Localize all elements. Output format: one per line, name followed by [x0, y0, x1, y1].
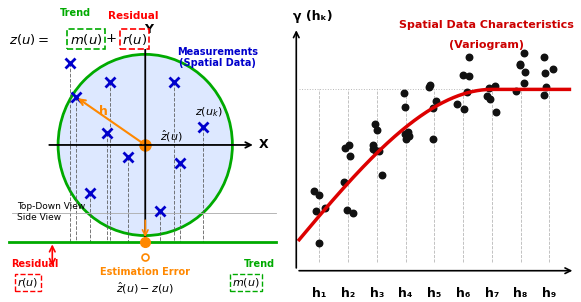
Point [372, 128, 382, 133]
Text: $z(u) = $: $z(u) = $ [9, 32, 49, 47]
Point [369, 143, 378, 147]
Point [464, 54, 474, 59]
Text: Residual: Residual [12, 259, 59, 269]
Point [464, 74, 474, 79]
Text: $\hat{z}(u)$: $\hat{z}(u)$ [160, 129, 182, 144]
Point [426, 82, 435, 87]
Point [371, 148, 380, 153]
Point [402, 137, 411, 142]
Text: $\hat{z}(u) - z(u)$: $\hat{z}(u) - z(u)$ [116, 281, 174, 297]
Text: $r(u)$: $r(u)$ [122, 32, 147, 47]
Text: Trend: Trend [60, 8, 91, 18]
Point [460, 107, 469, 111]
Point [519, 81, 529, 85]
Text: X: X [259, 138, 268, 152]
Point [490, 83, 500, 88]
Point [349, 211, 358, 216]
Circle shape [58, 54, 232, 236]
Point [539, 55, 548, 59]
Point [371, 121, 380, 126]
Text: Residual: Residual [109, 11, 159, 21]
Point [374, 149, 383, 153]
Point [485, 85, 494, 90]
Point [463, 89, 472, 94]
Text: Trend: Trend [244, 259, 275, 269]
Point [425, 85, 434, 90]
Point [548, 66, 558, 71]
Point [459, 73, 468, 78]
Text: h₃: h₃ [370, 287, 384, 300]
Point [311, 209, 321, 214]
Text: h₈: h₈ [514, 287, 528, 300]
Point [521, 69, 530, 74]
Point [483, 94, 492, 99]
Point [400, 104, 410, 109]
Text: Estimation Error: Estimation Error [101, 267, 190, 277]
Point [340, 180, 349, 185]
Point [314, 192, 323, 197]
Point [368, 147, 378, 152]
Text: h₁: h₁ [312, 287, 327, 300]
Text: Y: Y [144, 23, 153, 36]
Point [515, 62, 525, 67]
Point [515, 62, 525, 67]
Point [403, 130, 412, 135]
Point [520, 50, 529, 55]
Point [512, 88, 521, 93]
Text: Side View: Side View [17, 214, 62, 223]
Point [345, 143, 354, 148]
Point [539, 93, 548, 98]
Text: h₂: h₂ [341, 287, 355, 300]
Point [400, 131, 410, 136]
Point [321, 206, 330, 211]
Point [429, 106, 438, 111]
Point [404, 134, 414, 139]
Point [453, 101, 462, 106]
Point [315, 240, 324, 245]
Point [342, 208, 351, 213]
Text: h₄: h₄ [399, 287, 413, 300]
Text: h₉: h₉ [542, 287, 557, 300]
Text: $m(u)$: $m(u)$ [232, 276, 260, 289]
Point [542, 84, 551, 89]
Text: h₅: h₅ [427, 287, 442, 300]
Text: $m(u)$: $m(u)$ [70, 32, 102, 47]
Point [377, 173, 386, 178]
Text: $z(u_k)$: $z(u_k)$ [195, 105, 222, 119]
Text: h₆: h₆ [456, 287, 470, 300]
Point [540, 71, 550, 76]
Point [431, 98, 440, 103]
Point [492, 110, 501, 114]
Point [429, 137, 438, 142]
Text: Top-Down View: Top-Down View [17, 202, 85, 211]
Text: h: h [99, 105, 107, 118]
Text: $r(u)$: $r(u)$ [17, 276, 39, 289]
Point [309, 188, 318, 193]
Text: Spatial Data Characteristics: Spatial Data Characteristics [399, 20, 573, 30]
Text: h₇: h₇ [485, 287, 499, 300]
Point [485, 97, 494, 102]
Point [340, 146, 350, 151]
Text: γ (hₖ): γ (hₖ) [293, 10, 333, 23]
Point [400, 91, 409, 95]
Point [346, 154, 355, 159]
Text: (Variogram): (Variogram) [449, 40, 523, 50]
Text: Measurements
(Spatial Data): Measurements (Spatial Data) [177, 47, 259, 69]
Text: $+$: $+$ [105, 32, 116, 45]
